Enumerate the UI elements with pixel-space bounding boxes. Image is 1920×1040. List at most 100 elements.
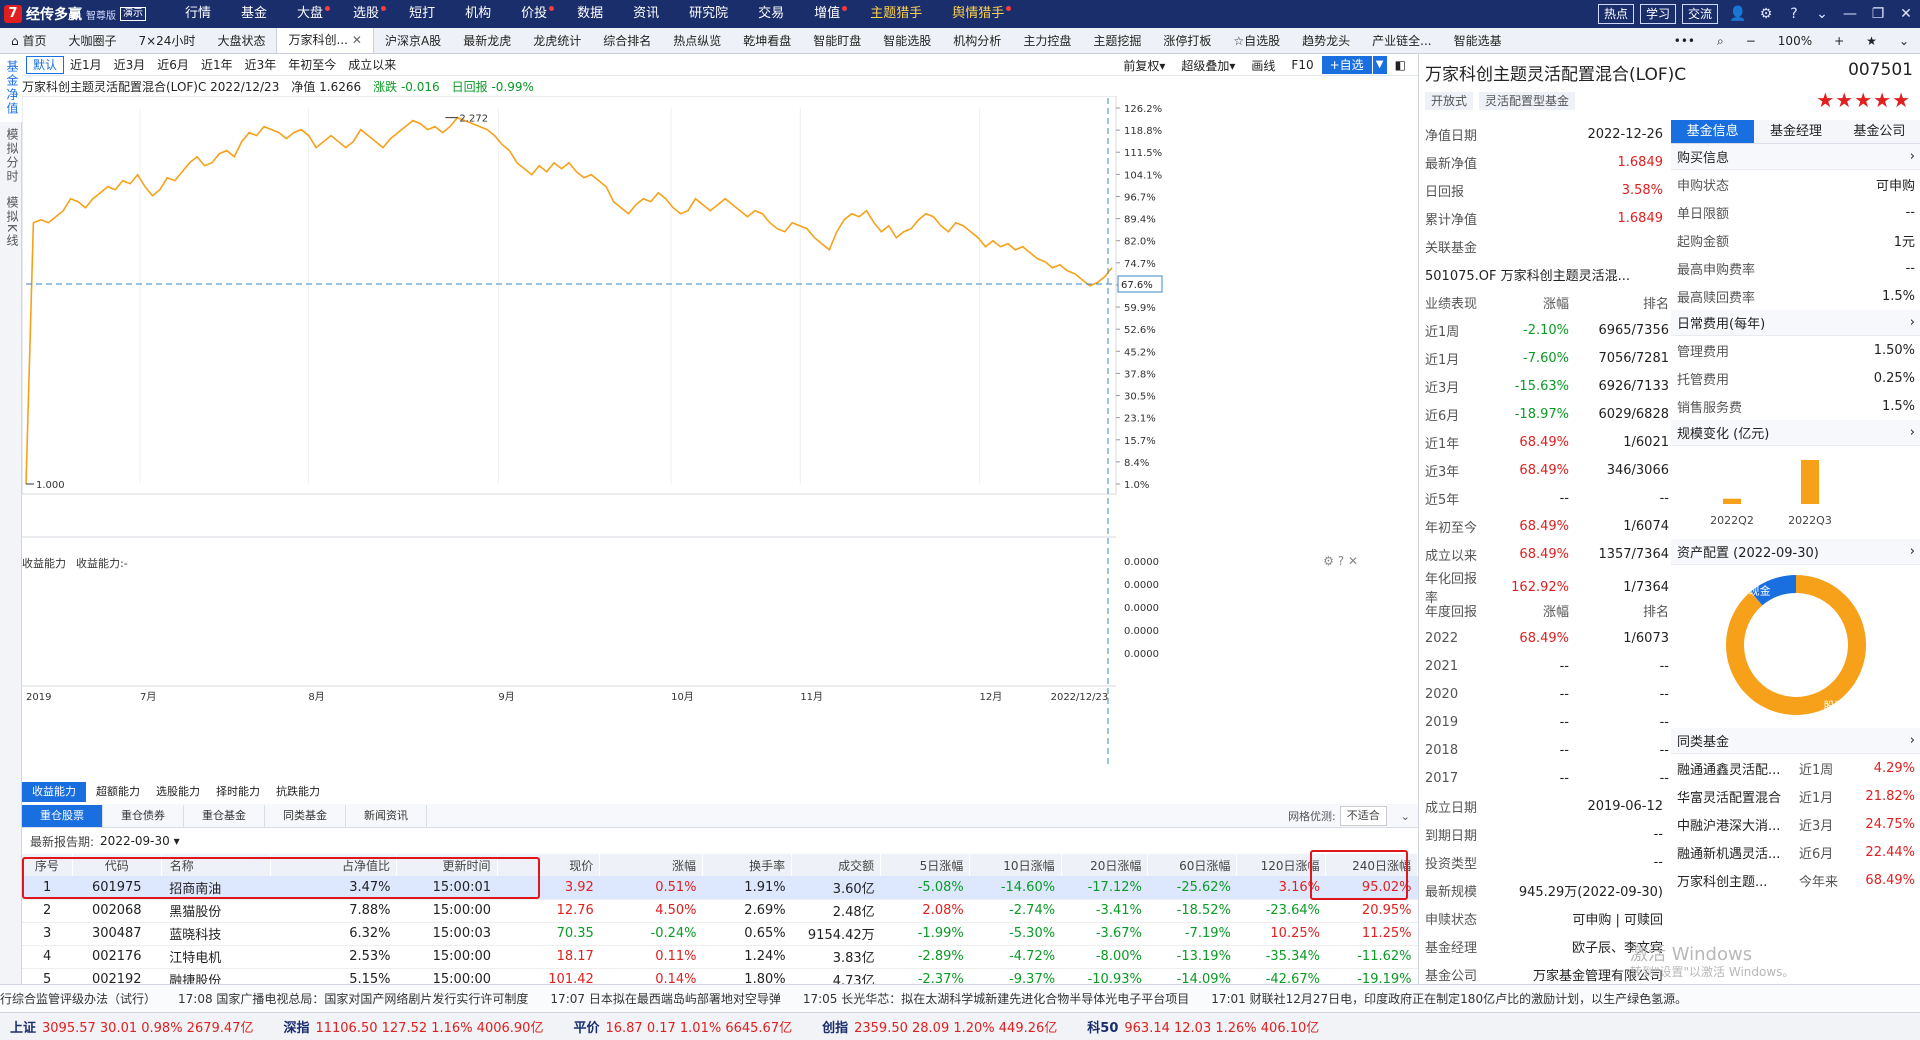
menu-item[interactable]: 选股 xyxy=(338,0,394,28)
page-tab[interactable]: 智能盯盘 xyxy=(802,28,872,54)
range-tab[interactable]: 近3月 xyxy=(113,58,146,72)
table-header[interactable]: 成交额 xyxy=(791,854,882,876)
holding-tab[interactable]: 同类基金 xyxy=(265,804,346,827)
page-tab[interactable]: ⌂ 首页 xyxy=(0,28,57,54)
page-tab[interactable]: 综合排名 xyxy=(592,28,662,54)
table-header[interactable]: 5日涨幅 xyxy=(880,854,971,876)
menu-item[interactable]: 行情 xyxy=(170,0,226,28)
news-item[interactable]: 17:05 长光华芯：拟在太湖科学城新建先进化合物半导体光电子平台项目 xyxy=(802,992,1190,1006)
fund-info-tab[interactable]: 基金经理 xyxy=(1754,120,1838,143)
page-tab[interactable]: ☆自选股 xyxy=(1222,28,1291,54)
table-header[interactable]: 代码 xyxy=(72,854,162,876)
similar-fund-row[interactable]: 中融沪港深大消... 近3月 24.75% xyxy=(1671,810,1920,838)
table-header[interactable]: 占净值比 xyxy=(270,854,398,876)
page-tab[interactable]: 大咖圈子 xyxy=(57,28,127,54)
chevron-down-icon[interactable]: ⌄ xyxy=(1898,34,1909,48)
table-row[interactable]: 2 002068 黑猫股份 7.88% 15:00:00 12.76 4.50% 2.69% 2… xyxy=(22,899,1418,923)
restore-icon[interactable]: ❐ xyxy=(1871,6,1885,22)
page-tab[interactable]: 主力控盘 xyxy=(1012,28,1082,54)
table-header[interactable]: 换手率 xyxy=(702,854,793,876)
menu-item[interactable]: 资讯 xyxy=(618,0,674,28)
scale-section[interactable]: 规模变化 (亿元) › xyxy=(1671,420,1920,446)
app-logo[interactable]: 7 经传多赢 智尊版 演示 xyxy=(4,4,146,24)
learn-button[interactable]: 学习 xyxy=(1639,4,1676,24)
ability-tab[interactable]: 选股能力 xyxy=(156,785,200,798)
table-header[interactable]: 120日涨幅 xyxy=(1236,854,1327,876)
add-watchlist-dropdown-icon[interactable]: ▼ xyxy=(1372,56,1387,74)
index-item[interactable]: 上证 3095.57 30.01 0.98% 2679.47亿 xyxy=(10,1017,253,1036)
range-tab[interactable]: 近6月 xyxy=(157,58,189,72)
news-item[interactable]: 17:08 国家广播电视总局：国家对国产网络剧片发行实行许可制度 xyxy=(178,992,529,1006)
page-tab[interactable]: 主题挖掘 xyxy=(1082,28,1152,54)
f10-button[interactable]: F10 xyxy=(1291,58,1314,72)
buy-info-section[interactable]: 购买信息 › xyxy=(1671,144,1920,170)
similar-fund-row[interactable]: 融通通鑫灵活配... 近1周 4.29% xyxy=(1671,754,1920,782)
holding-tab[interactable]: 重仓股票 xyxy=(22,804,103,827)
ability-tab[interactable]: 收益能力 xyxy=(22,782,86,802)
menu-item[interactable]: 舆情猎手 xyxy=(937,0,1019,28)
page-tab[interactable]: 最新龙虎 xyxy=(452,28,522,54)
index-item[interactable]: 科50 963.14 12.03 1.26% 406.10亿 xyxy=(1087,1017,1319,1036)
talk-button[interactable]: 交流 xyxy=(1681,4,1718,24)
related-fund-row[interactable]: 501075.OF 万家科创主题灵活混... xyxy=(1419,260,1669,288)
range-tab[interactable]: 近1年 xyxy=(200,58,233,72)
page-tab[interactable]: 智能选股 xyxy=(872,28,942,54)
nav-series-line[interactable] xyxy=(25,116,1113,485)
table-header[interactable]: 涨幅 xyxy=(599,854,704,876)
overlay-dropdown[interactable]: 超级叠加▾ xyxy=(1181,58,1236,73)
menu-item[interactable]: 短打 xyxy=(394,0,450,28)
range-tab[interactable]: 成立以来 xyxy=(348,58,397,72)
report-period-select[interactable]: 2022-09-30 ▾ xyxy=(100,834,180,848)
table-row[interactable]: 4 002176 江特电机 2.53% 15:00:00 18.17 0.11% 1.24% 3… xyxy=(22,945,1418,969)
news-item[interactable]: 行综合监管评级办法（试行） xyxy=(0,992,157,1006)
side-nav-fund-nav[interactable]: 基金净值 xyxy=(0,54,25,122)
page-tab[interactable]: 智能选基 xyxy=(1443,28,1513,54)
star-icon[interactable]: ★ xyxy=(1866,34,1877,48)
ability-tab[interactable]: 超额能力 xyxy=(96,785,140,798)
page-tab[interactable]: 乾坤看盘 xyxy=(732,28,802,54)
settings-icon[interactable]: ⚙ xyxy=(1759,6,1773,22)
range-tab[interactable]: 默认 xyxy=(26,55,65,74)
related-fund[interactable]: 501075.OF 万家科创主题灵活混... xyxy=(1425,268,1630,284)
hot-button[interactable]: 热点 xyxy=(1597,4,1634,24)
zoom-in-icon[interactable]: + xyxy=(1834,34,1845,48)
similar-funds-section[interactable]: 同类基金 › xyxy=(1671,728,1920,754)
range-tab[interactable]: 年初至今 xyxy=(288,58,337,72)
page-tab[interactable]: 涨停打板 xyxy=(1152,28,1222,54)
news-item[interactable]: 17:07 日本拟在最西端岛屿部署地对空导弹 xyxy=(550,992,781,1006)
fund-info-tab[interactable]: 基金信息 xyxy=(1671,120,1755,143)
menu-item[interactable]: 机构 xyxy=(450,0,506,28)
chevron-down-icon[interactable]: ⌄ xyxy=(1816,6,1828,22)
index-item[interactable]: 深指 11106.50 127.52 1.16% 4006.90亿 xyxy=(283,1017,543,1036)
help-icon[interactable]: ? xyxy=(1337,554,1345,568)
adjust-dropdown[interactable]: 前复权▾ xyxy=(1123,58,1166,73)
alloc-section[interactable]: 资产配置 (2022-09-30) › xyxy=(1671,539,1920,565)
user-icon[interactable]: 👤 xyxy=(1729,6,1747,22)
draw-line-button[interactable]: 画线 xyxy=(1251,58,1276,73)
close-icon[interactable]: ✕ xyxy=(1900,6,1912,22)
range-tab[interactable]: 近3年 xyxy=(244,58,277,72)
settings-icon[interactable]: ⚙ xyxy=(1323,554,1334,568)
fund-info-tab[interactable]: 基金公司 xyxy=(1837,120,1920,143)
menu-item[interactable]: 研究院 xyxy=(674,0,743,28)
menu-item[interactable]: 大盘 xyxy=(282,0,338,28)
search-icon[interactable]: ⌕ xyxy=(1717,34,1724,48)
menu-item[interactable]: 增值 xyxy=(799,0,855,28)
zoom-out-icon[interactable]: − xyxy=(1745,34,1756,48)
nav-line-chart[interactable]: 126.2% 118.8% 111.5% 104.1% 96.7% 89.4% 82.0% 7… xyxy=(22,96,1418,776)
table-header[interactable]: 20日涨幅 xyxy=(1061,854,1149,876)
similar-fund-row[interactable]: 华富灵活配置混合 近1月 21.82% xyxy=(1671,782,1920,810)
ability-tab[interactable]: 择时能力 xyxy=(216,785,260,798)
range-tab[interactable]: 近1月 xyxy=(70,58,102,72)
index-item[interactable]: 平价 16.87 0.17 1.01% 6645.67亿 xyxy=(573,1017,792,1036)
similar-fund-row[interactable]: 融通新机遇灵活... 近6月 22.44% xyxy=(1671,838,1920,866)
help-icon[interactable]: ? xyxy=(1790,6,1798,22)
panel-toggle-icon[interactable]: ◧ xyxy=(1394,58,1406,72)
page-tab[interactable]: 龙虎统计 xyxy=(522,28,592,54)
more-icon[interactable]: ••• xyxy=(1673,34,1695,48)
close-icon[interactable]: ✕ xyxy=(1347,554,1358,568)
page-tab[interactable]: 热点纵览 xyxy=(662,28,732,54)
page-tab[interactable]: 万家科创... ✕ xyxy=(276,28,374,53)
menu-item[interactable]: 基金 xyxy=(226,0,282,28)
index-item[interactable]: 创指 2359.50 28.09 1.20% 449.26亿 xyxy=(822,1017,1057,1036)
